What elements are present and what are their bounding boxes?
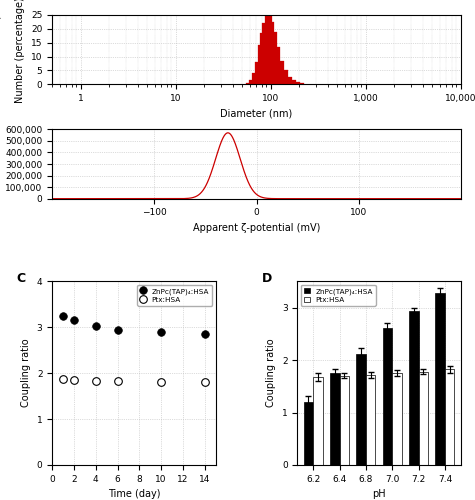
Bar	[273, 47, 280, 84]
Bar	[265, 16, 272, 84]
Bar	[356, 354, 366, 465]
ZnPc(TAP)₄:HSA	[115, 328, 121, 334]
ZnPc(TAP)₄:HSA	[202, 331, 208, 337]
Line: Ptx:HSA: Ptx:HSA	[59, 375, 209, 386]
Bar	[246, 83, 253, 84]
Bar	[418, 372, 428, 465]
Bar	[263, 24, 270, 84]
X-axis label: pH: pH	[372, 490, 386, 500]
Bar	[284, 76, 292, 84]
X-axis label: Apparent ζ-potential (mV): Apparent ζ-potential (mV)	[193, 223, 320, 233]
Bar	[280, 70, 288, 85]
Ptx:HSA	[158, 380, 164, 386]
Ptx:HSA	[60, 376, 66, 382]
Bar	[292, 82, 300, 84]
Ptx:HSA	[202, 380, 208, 386]
Bar	[436, 293, 445, 465]
ZnPc(TAP)₄:HSA	[60, 313, 66, 319]
ZnPc(TAP)₄:HSA	[93, 324, 99, 330]
Bar	[270, 32, 277, 84]
Bar	[409, 311, 418, 465]
Ptx:HSA	[93, 378, 99, 384]
Bar	[288, 80, 296, 84]
Text: C: C	[16, 272, 26, 285]
Bar	[276, 60, 284, 84]
Bar	[260, 33, 268, 84]
X-axis label: Time (day): Time (day)	[108, 490, 160, 500]
Bar	[330, 373, 340, 465]
Y-axis label: Number (percentage): Number (percentage)	[16, 0, 26, 102]
X-axis label: Diameter (nm): Diameter (nm)	[220, 108, 293, 118]
Line: ZnPc(TAP)₄:HSA: ZnPc(TAP)₄:HSA	[59, 312, 209, 338]
Bar	[257, 46, 265, 84]
ZnPc(TAP)₄:HSA	[71, 318, 77, 324]
Y-axis label: Coupling ratio: Coupling ratio	[266, 339, 276, 407]
Ptx:HSA	[115, 378, 121, 384]
Bar	[313, 377, 323, 465]
Bar	[366, 374, 375, 465]
Y-axis label: Coupling ratio: Coupling ratio	[21, 339, 31, 407]
Bar	[383, 328, 392, 465]
Text: D: D	[261, 272, 272, 285]
Bar	[445, 370, 455, 465]
ZnPc(TAP)₄:HSA	[158, 329, 164, 335]
Bar	[255, 62, 263, 84]
Bar	[392, 373, 402, 465]
Bar	[267, 22, 275, 84]
Bar	[304, 402, 313, 465]
Legend: ZnPc(TAP)₄:HSA, Ptx:HSA: ZnPc(TAP)₄:HSA, Ptx:HSA	[137, 285, 212, 306]
Bar	[340, 376, 349, 465]
Ptx:HSA	[71, 377, 77, 383]
Bar	[249, 80, 256, 84]
Legend: ZnPc(TAP)₄:HSA, Ptx:HSA: ZnPc(TAP)₄:HSA, Ptx:HSA	[301, 285, 376, 306]
Bar	[252, 73, 260, 85]
